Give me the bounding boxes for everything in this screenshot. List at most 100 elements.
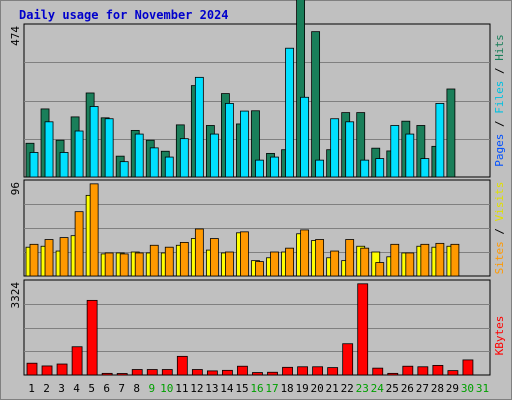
day-tick-label: 21 — [326, 382, 339, 395]
day-tick-label: 29 — [446, 382, 459, 395]
bar-sites — [360, 247, 370, 277]
bar-sites — [209, 238, 219, 277]
day-tick-label: 4 — [73, 382, 80, 395]
bar-sites — [44, 239, 54, 277]
bar-files — [119, 161, 129, 178]
bar-files — [315, 159, 325, 178]
max-label: 96 — [9, 182, 22, 195]
day-tick-label: 9 — [148, 382, 155, 395]
day-tick-label: 6 — [103, 382, 110, 395]
bar-kbytes — [372, 367, 384, 376]
bar-sites — [179, 241, 189, 277]
day-tick-label: 24 — [371, 382, 385, 395]
bar-kbytes — [402, 365, 414, 376]
day-tick-label: 30 — [461, 382, 474, 395]
bar-kbytes — [417, 366, 429, 376]
bar-files — [134, 133, 144, 178]
bar-kbytes — [116, 373, 128, 376]
bar-files — [435, 103, 445, 178]
bar-files — [225, 103, 234, 178]
bar-files — [59, 152, 69, 178]
max-label: 474 — [9, 26, 22, 46]
day-tick-label: 12 — [190, 382, 203, 395]
bar-kbytes — [191, 369, 203, 376]
day-tick-label: 28 — [431, 382, 444, 395]
day-tick-label: 23 — [356, 382, 369, 395]
bar-sites — [104, 252, 114, 277]
bar-kbytes — [282, 366, 293, 376]
bar-sites — [345, 239, 355, 277]
bar-kbytes — [222, 369, 233, 376]
legend-separator: / — [493, 114, 506, 134]
bar-sites — [194, 228, 204, 277]
bar-kbytes — [357, 283, 369, 376]
legend-separator: / — [493, 221, 506, 241]
day-tick-label: 8 — [133, 382, 140, 395]
bar-kbytes — [312, 366, 324, 376]
bar-sites — [390, 243, 400, 277]
bar-sites — [29, 243, 39, 277]
bar-sites — [270, 251, 279, 277]
bar-kbytes — [327, 367, 339, 376]
day-tick-label: 5 — [88, 382, 95, 395]
legend-hits-files-pages: Pages / Files / Hits — [493, 34, 506, 167]
bar-sites — [405, 252, 415, 277]
bar-sites — [255, 261, 264, 277]
bar-kbytes — [297, 366, 308, 376]
bar-files — [300, 96, 309, 178]
bar-sites — [300, 229, 309, 277]
bar-kbytes — [26, 362, 38, 376]
bar-kbytes — [176, 355, 188, 376]
bar-sites — [450, 243, 460, 277]
bar-files — [29, 152, 39, 178]
day-tick-label: 7 — [118, 382, 125, 395]
bar-files — [330, 118, 340, 178]
legend-entry-hits: Hits — [493, 34, 506, 61]
bar-files — [149, 147, 159, 178]
bar-kbytes — [101, 372, 113, 376]
day-tick-label: 2 — [43, 382, 50, 395]
day-tick-label: 22 — [341, 382, 354, 395]
day-tick-label: 17 — [265, 382, 278, 395]
day-tick-label: 18 — [280, 382, 293, 395]
bar-sites — [330, 250, 340, 277]
bar-hits — [311, 31, 321, 178]
bar-sites — [164, 246, 174, 277]
bar-sites — [89, 183, 99, 277]
legend-entry-files: Files — [493, 81, 506, 114]
bar-sites — [435, 242, 445, 277]
day-tick-label: 13 — [205, 382, 218, 395]
day-tick-label: 19 — [295, 382, 308, 395]
bar-kbytes — [342, 343, 354, 376]
bar-sites — [134, 252, 144, 277]
legend-entry-sites: Sites — [493, 241, 506, 274]
bar-files — [345, 121, 355, 178]
bar-files — [390, 125, 400, 178]
day-tick-label: 1 — [28, 382, 35, 395]
bar-files — [240, 110, 249, 178]
legend-separator: / — [493, 61, 506, 81]
bar-kbytes — [146, 369, 158, 376]
bar-files — [179, 138, 189, 178]
day-tick-label: 10 — [160, 382, 173, 395]
bar-files — [209, 133, 219, 178]
legend-entry-kbytes: KBytes — [493, 316, 506, 356]
legend-entry-pages: Pages — [493, 134, 506, 167]
day-tick-label: 14 — [220, 382, 234, 395]
bar-sites — [240, 231, 249, 277]
bar-kbytes — [237, 365, 248, 376]
bar-files — [255, 159, 264, 178]
bar-files — [194, 76, 204, 178]
bar-kbytes — [86, 299, 98, 376]
day-tick-label: 15 — [235, 382, 248, 395]
day-tick-label: 25 — [386, 382, 399, 395]
bar-files — [89, 106, 99, 178]
bar-files — [74, 130, 84, 178]
bar-kbytes — [56, 363, 68, 376]
day-tick-label: 27 — [416, 382, 429, 395]
legend-visits-sites: Sites / Visits — [493, 182, 506, 275]
bar-files — [285, 47, 294, 178]
bar-sites — [59, 237, 69, 277]
bar-files — [420, 158, 430, 178]
